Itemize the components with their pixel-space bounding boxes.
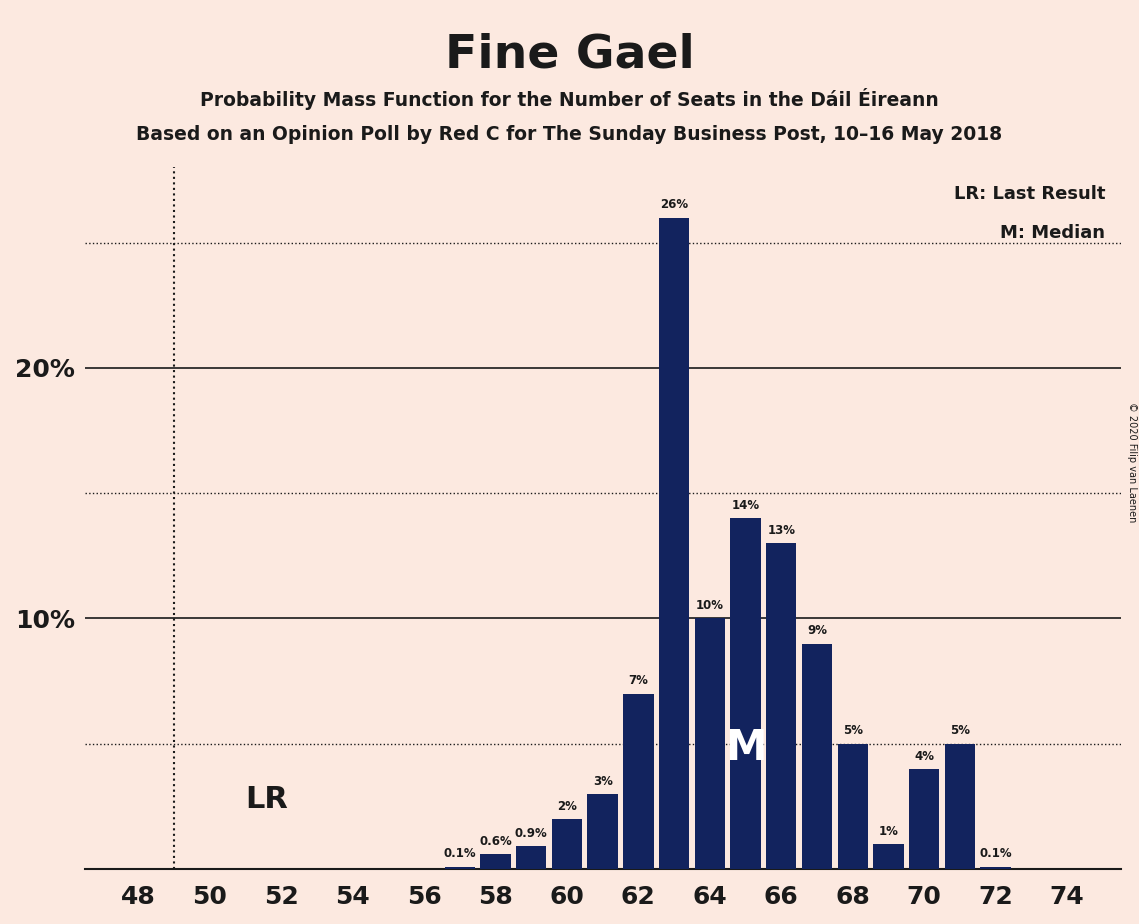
Text: 0.1%: 0.1% xyxy=(443,847,476,860)
Text: 2%: 2% xyxy=(557,799,576,812)
Bar xyxy=(767,543,796,869)
Bar xyxy=(695,618,726,869)
Text: 0.1%: 0.1% xyxy=(980,847,1011,860)
Text: 0.9%: 0.9% xyxy=(515,827,548,840)
Text: LR: LR xyxy=(246,784,288,814)
Bar xyxy=(588,794,617,869)
Bar xyxy=(623,694,654,869)
Bar xyxy=(981,867,1010,869)
Text: 5%: 5% xyxy=(950,724,969,737)
Text: 14%: 14% xyxy=(731,499,760,512)
Bar xyxy=(551,819,582,869)
Bar xyxy=(802,643,833,869)
Bar xyxy=(909,769,940,869)
Bar xyxy=(444,867,475,869)
Text: 4%: 4% xyxy=(915,749,934,762)
Bar xyxy=(944,744,975,869)
Text: 0.6%: 0.6% xyxy=(480,834,511,847)
Bar xyxy=(658,217,689,869)
Bar xyxy=(837,744,868,869)
Text: Fine Gael: Fine Gael xyxy=(444,32,695,78)
Text: 1%: 1% xyxy=(878,825,899,838)
Text: 10%: 10% xyxy=(696,599,723,613)
Text: 7%: 7% xyxy=(629,675,648,687)
Bar xyxy=(481,854,510,869)
Text: M: Median: M: Median xyxy=(1000,224,1105,241)
Text: M: M xyxy=(724,727,767,769)
Text: Probability Mass Function for the Number of Seats in the Dáil Éireann: Probability Mass Function for the Number… xyxy=(200,88,939,110)
Bar xyxy=(874,844,903,869)
Text: 26%: 26% xyxy=(659,199,688,212)
Text: © 2020 Filip van Laenen: © 2020 Filip van Laenen xyxy=(1126,402,1137,522)
Text: 9%: 9% xyxy=(806,625,827,638)
Bar xyxy=(516,846,547,869)
Text: Based on an Opinion Poll by Red C for The Sunday Business Post, 10–16 May 2018: Based on an Opinion Poll by Red C for Th… xyxy=(137,125,1002,144)
Text: LR: Last Result: LR: Last Result xyxy=(953,185,1105,203)
Bar xyxy=(730,518,761,869)
Text: 13%: 13% xyxy=(768,524,795,537)
Text: 5%: 5% xyxy=(843,724,862,737)
Text: 3%: 3% xyxy=(592,774,613,787)
